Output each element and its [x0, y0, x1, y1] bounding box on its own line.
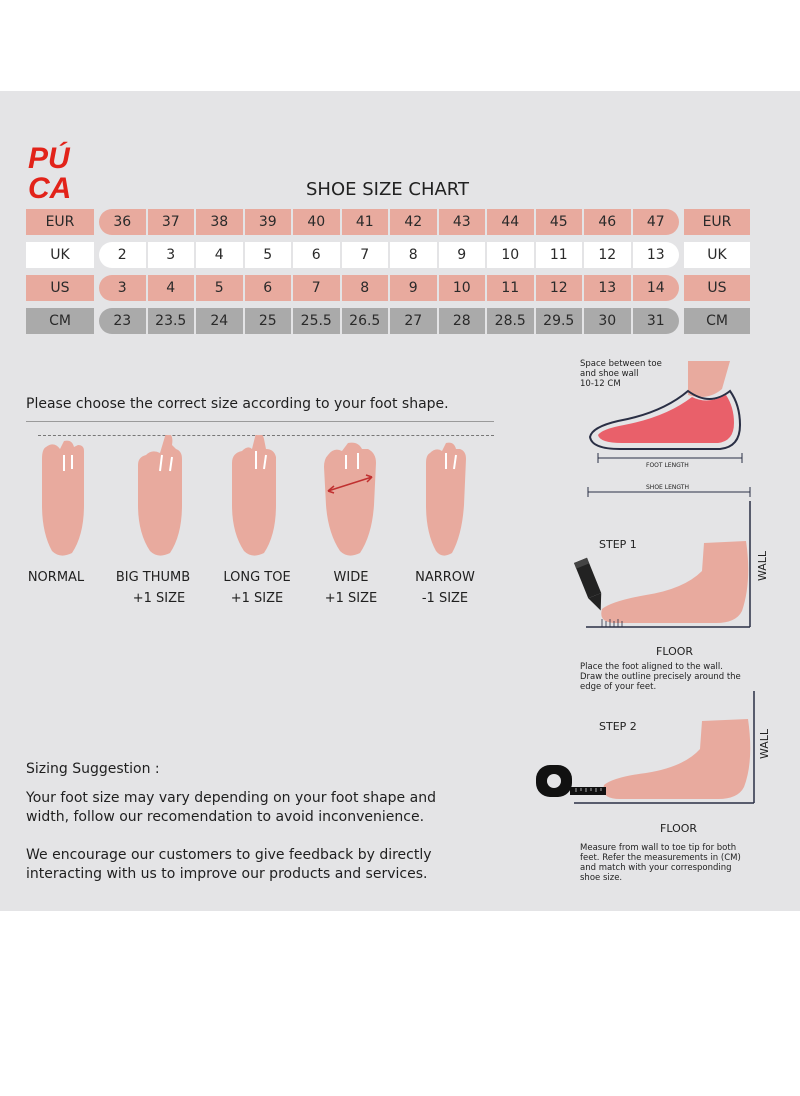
size-cell: 28 — [438, 308, 485, 334]
size-chart-panel: PÚ CA SHOE SIZE CHART EUR 36 37 38 39 40 41 42 4… — [0, 91, 800, 911]
size-cell: 30 — [584, 308, 631, 334]
step1-title: STEP 1 — [599, 538, 637, 551]
size-cell: 25 — [244, 308, 291, 334]
size-cell: 3 — [99, 275, 146, 301]
size-cell: 2 — [99, 242, 146, 268]
size-cell: 25.5 — [293, 308, 340, 334]
size-cell: 26.5 — [341, 308, 388, 334]
row-label: CM — [26, 308, 94, 334]
size-cell: 9 — [390, 275, 437, 301]
size-cell: 12 — [584, 242, 631, 268]
size-cell: 47 — [632, 209, 679, 235]
sizing-paragraph-1: Your foot size may vary depending on you… — [26, 790, 436, 825]
size-row-us: US 3 4 5 6 7 8 9 10 11 12 13 14 US — [26, 275, 750, 301]
row-label-right: US — [684, 275, 750, 301]
long-toe-foot-icon — [232, 435, 276, 556]
sizing-paragraph-2: We encourage our customers to give feedb… — [26, 847, 432, 882]
shoe-length-diagram — [587, 361, 751, 497]
size-cell: 24 — [196, 308, 243, 334]
tape-measure-icon — [536, 765, 606, 797]
size-cell: 40 — [293, 209, 340, 235]
instruction-text: Please choose the correct size according… — [26, 396, 449, 412]
size-cell: 13 — [584, 275, 631, 301]
size-cell: 36 — [99, 209, 146, 235]
wide-foot-icon — [324, 442, 376, 556]
size-cell: 37 — [147, 209, 194, 235]
size-cell: 23.5 — [147, 308, 194, 334]
toe-space-note: Space between toe and shoe wall 10-12 CM — [580, 359, 662, 389]
size-cell: 3 — [147, 242, 194, 268]
step2-title: STEP 2 — [599, 720, 637, 733]
size-cell: 31 — [632, 308, 679, 334]
foot-label-long-toe: LONG TOE +1 SIZE — [223, 570, 291, 606]
big-thumb-foot-icon — [138, 435, 182, 556]
size-table: EUR 36 37 38 39 40 41 42 43 44 45 46 47 EUR UK 2 3 4 5 6 7 8 9… — [26, 209, 750, 341]
size-cell: 5 — [196, 275, 243, 301]
step2-wall-label: WALL — [758, 728, 771, 759]
brand-line2: CA — [28, 172, 71, 203]
narrow-foot-icon — [426, 442, 466, 556]
row-label-right: CM — [684, 308, 750, 334]
normal-foot-icon — [42, 440, 84, 556]
foot-label-wide: WIDE +1 SIZE — [324, 570, 378, 606]
size-cell: 7 — [341, 242, 388, 268]
size-cell: 10 — [487, 242, 534, 268]
size-cell: 5 — [244, 242, 291, 268]
step1-diagram — [574, 501, 751, 628]
size-row-eur: EUR 36 37 38 39 40 41 42 43 44 45 46 47 EUR — [26, 209, 750, 235]
size-cell: 14 — [632, 275, 679, 301]
size-cell: 8 — [390, 242, 437, 268]
foot-label-normal: NORMAL — [27, 570, 85, 585]
foot-label-big-thumb: BIG THUMB +1 SIZE — [115, 570, 191, 606]
chart-title: SHOE SIZE CHART — [306, 179, 469, 200]
pencil-icon — [574, 557, 602, 611]
shoe-length-label: SHOE LENGTH — [646, 484, 689, 491]
step2-description: Measure from wall to toe tip for both fe… — [580, 843, 741, 883]
step1-description: Place the foot aligned to the wall. Draw… — [580, 662, 741, 692]
size-cell: 45 — [535, 209, 582, 235]
brand-logo: PÚ CA — [28, 141, 71, 203]
size-cell: 10 — [438, 275, 485, 301]
size-cell: 4 — [147, 275, 194, 301]
size-cell: 6 — [244, 275, 291, 301]
size-cell: 28.5 — [487, 308, 534, 334]
size-cell: 9 — [438, 242, 485, 268]
size-cell: 39 — [244, 209, 291, 235]
step2-diagram — [536, 691, 755, 804]
row-label: UK — [26, 242, 94, 268]
row-label: US — [26, 275, 94, 301]
sizing-title: Sizing Suggestion : — [26, 761, 160, 777]
size-cell: 27 — [390, 308, 437, 334]
foot-length-label: FOOT LENGTH — [646, 462, 689, 469]
divider-line — [26, 421, 494, 422]
foot-label-narrow: NARROW -1 SIZE — [415, 570, 475, 606]
row-label-right: EUR — [684, 209, 750, 235]
row-label-right: UK — [684, 242, 750, 268]
size-cell: 11 — [535, 242, 582, 268]
size-cell: 29.5 — [535, 308, 582, 334]
size-cell: 38 — [196, 209, 243, 235]
size-cell: 8 — [341, 275, 388, 301]
size-row-cm: CM 23 23.5 24 25 25.5 26.5 27 28 28.5 29.5 30 31 CM — [26, 308, 750, 334]
size-cell: 6 — [293, 242, 340, 268]
size-cell: 41 — [341, 209, 388, 235]
size-cell: 11 — [487, 275, 534, 301]
size-cell: 42 — [390, 209, 437, 235]
row-label: EUR — [26, 209, 94, 235]
size-cell: 23 — [99, 308, 146, 334]
step2-floor-label: FLOOR — [660, 822, 698, 835]
brand-line1: PÚ — [28, 141, 71, 175]
size-cell: 44 — [487, 209, 534, 235]
size-cell: 7 — [293, 275, 340, 301]
size-cell: 12 — [535, 275, 582, 301]
step1-floor-label: FLOOR — [656, 645, 694, 658]
size-cell: 4 — [196, 242, 243, 268]
toe-guide-line — [38, 435, 494, 436]
size-cell: 43 — [438, 209, 485, 235]
size-cell: 46 — [584, 209, 631, 235]
size-row-uk: UK 2 3 4 5 6 7 8 9 10 11 12 13 UK — [26, 242, 750, 268]
size-cell: 13 — [632, 242, 679, 268]
step1-wall-label: WALL — [756, 550, 769, 581]
